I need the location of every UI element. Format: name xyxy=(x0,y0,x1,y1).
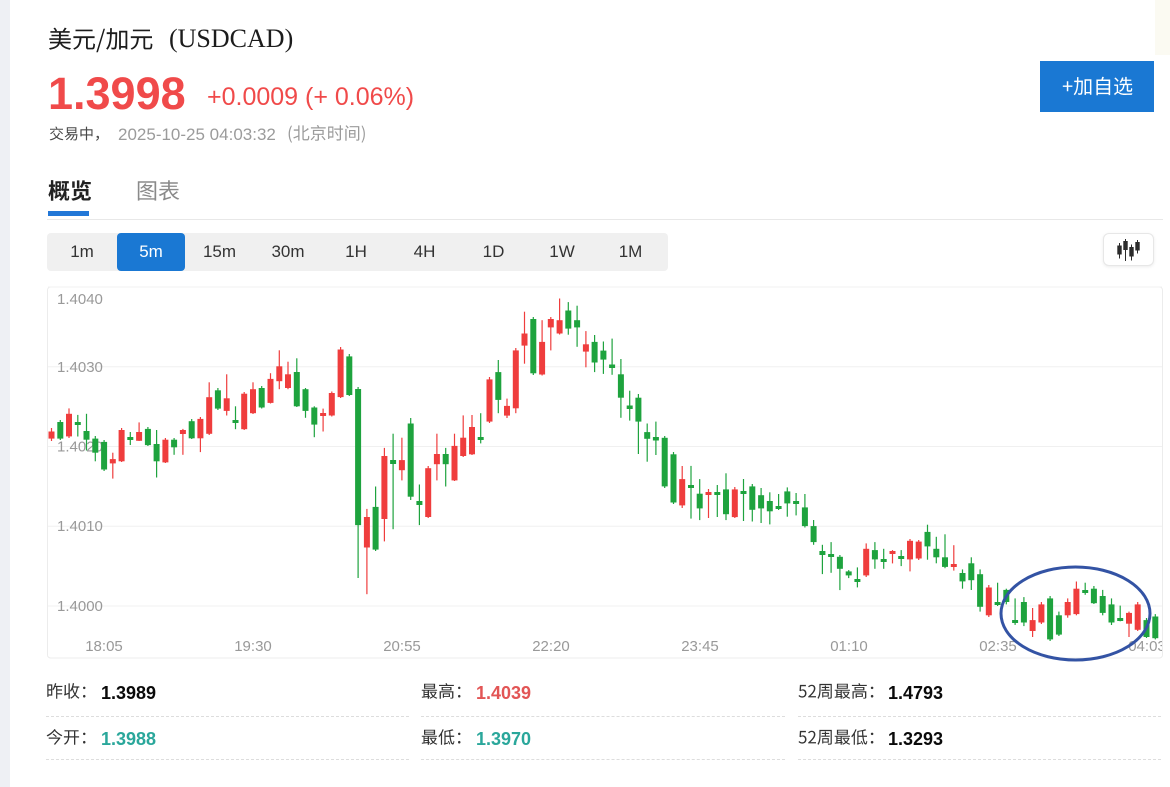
svg-text:22:20: 22:20 xyxy=(532,638,570,655)
svg-text:20:55: 20:55 xyxy=(383,638,421,655)
svg-text:23:45: 23:45 xyxy=(681,638,719,655)
svg-text:04:03: 04:03 xyxy=(1128,638,1166,655)
svg-text:1.4010: 1.4010 xyxy=(57,518,103,535)
svg-text:01:10: 01:10 xyxy=(830,638,868,655)
svg-text:1.4020: 1.4020 xyxy=(57,438,103,455)
svg-text:1.4000: 1.4000 xyxy=(57,598,103,615)
svg-text:02:35: 02:35 xyxy=(979,638,1017,655)
svg-text:19:30: 19:30 xyxy=(234,638,272,655)
svg-text:1.4040: 1.4040 xyxy=(57,291,103,308)
svg-text:18:05: 18:05 xyxy=(85,638,123,655)
svg-text:1.4030: 1.4030 xyxy=(57,359,103,376)
